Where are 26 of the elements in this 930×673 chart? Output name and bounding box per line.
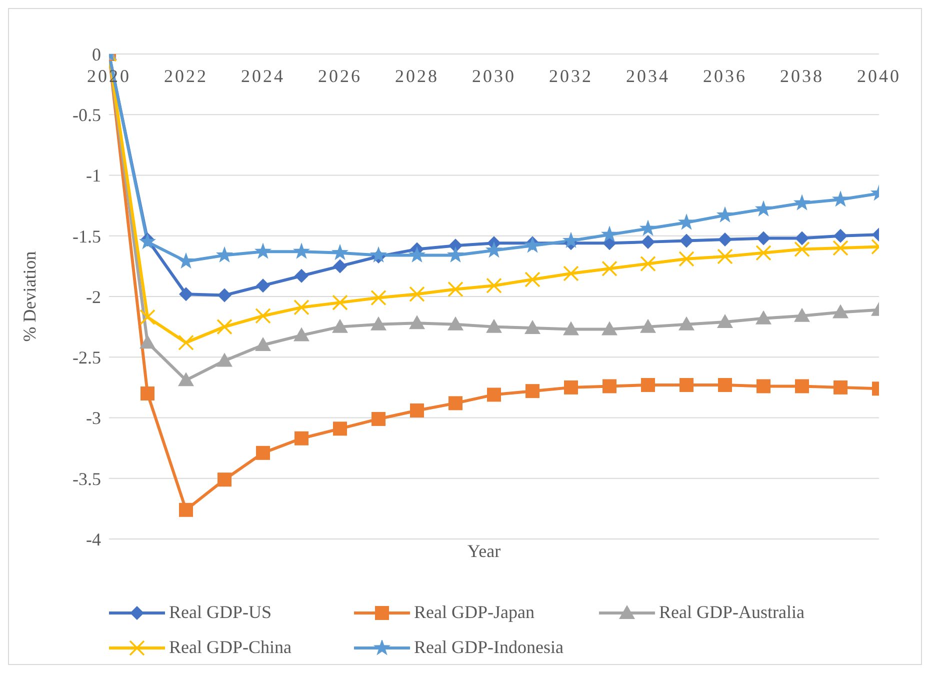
- x-tick-label: 2026: [318, 66, 362, 86]
- legend-label: Real GDP-Indonesia: [414, 637, 564, 658]
- x-tick-label: 2038: [780, 66, 824, 86]
- y-tick-label: -4: [86, 529, 101, 550]
- legend-label: Real GDP-Australia: [659, 602, 804, 623]
- x-tick-label: 2040: [857, 66, 901, 86]
- y-tick-label: -1.5: [72, 226, 101, 246]
- legend-label: Real GDP-China: [169, 637, 292, 658]
- y-tick-label: -2.5: [72, 348, 101, 368]
- x-tick-label: 2028: [395, 66, 439, 86]
- x-tick-label: 2022: [164, 66, 208, 86]
- x-tick-label: 2032: [549, 66, 593, 86]
- y-tick-label: 0: [92, 44, 101, 64]
- y-tick-label: -3: [86, 408, 101, 428]
- x-tick-label: 2024: [241, 66, 285, 86]
- y-tick-label: -2: [86, 286, 101, 307]
- x-tick-label: 2030: [472, 66, 516, 86]
- y-tick-label: -0.5: [72, 105, 101, 126]
- x-tick-label: 2034: [626, 66, 670, 86]
- x-tick-label: 2036: [703, 66, 747, 86]
- x-axis-title: Year: [466, 541, 502, 562]
- legend-label: Real GDP-Japan: [414, 602, 534, 623]
- legend-label: Real GDP-US: [169, 602, 272, 623]
- y-axis-title: % Deviation: [19, 251, 40, 342]
- y-tick-label: -3.5: [72, 468, 101, 489]
- y-tick-label: -1: [86, 166, 101, 186]
